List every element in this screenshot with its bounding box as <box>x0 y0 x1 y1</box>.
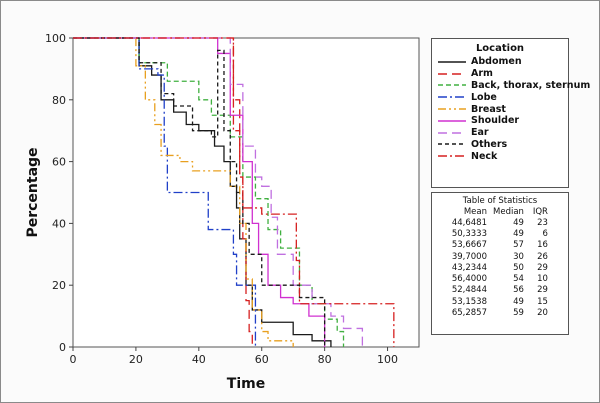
x-tick-label: 60 <box>255 353 269 366</box>
stats-header-mean: Mean <box>463 207 487 217</box>
legend-entry: Back, thorax, sternum <box>432 80 590 92</box>
legend-entry: Lobe <box>432 91 568 103</box>
legend-label: Breast <box>471 103 506 115</box>
stats-row: 65,2857 59 20 <box>440 307 551 318</box>
stats-cell-median: 50 <box>513 262 524 273</box>
x-tick-label: 40 <box>192 353 206 366</box>
stats-cell-mean: 50,3333 <box>451 228 487 239</box>
legend-entries: Abdomen Arm Back, thorax, sternum Lobe Breas… <box>432 56 590 162</box>
legend-entry: Breast <box>432 103 568 115</box>
stats-header-row: Mean Median IQR <box>440 207 551 217</box>
stats-cell-median: 30 <box>513 251 524 262</box>
stats-cell-mean: 65,2857 <box>451 308 487 319</box>
legend-entry: Arm <box>432 68 568 80</box>
stats-cell-iqr: 29 <box>537 262 548 273</box>
legend-entry: Abdomen <box>432 56 568 68</box>
stats-cell-iqr: 15 <box>537 296 548 307</box>
stats-cell-mean: 43,2344 <box>451 262 487 273</box>
legend-title: Location <box>475 43 525 54</box>
y-tick-label: 0 <box>59 341 66 354</box>
series-line-ear <box>73 37 364 347</box>
stats-row: 52,4844 56 29 <box>440 285 551 296</box>
stats-cell-iqr: 16 <box>537 240 548 251</box>
stats-body: 44,6481 49 23 50,3333 49 6 53,6667 57 16 39,7000 3… <box>440 217 551 319</box>
y-tick-label: 40 <box>52 217 66 230</box>
stats-header-iqr: IQR <box>532 207 548 217</box>
series-line-lobe <box>73 37 257 347</box>
stats-cell-median: 49 <box>513 217 524 228</box>
legend-swatch <box>438 96 466 98</box>
stats-cell-median: 49 <box>513 296 524 307</box>
x-tick-label: 20 <box>129 353 143 366</box>
stats-cell-median: 54 <box>513 274 524 285</box>
stats-cell-median: 56 <box>513 285 524 296</box>
series-line-back-thorax-sternum <box>73 37 345 347</box>
statistics-table: Table of Statistics Mean Median IQR 44,6… <box>431 192 569 335</box>
x-tick-label: 0 <box>70 353 77 366</box>
legend-label: Abdomen <box>471 56 522 68</box>
stats-header-median: Median <box>493 207 524 217</box>
stats-cell-median: 59 <box>513 308 524 319</box>
legend-swatch <box>438 131 466 134</box>
stats-cell-iqr: 20 <box>537 308 548 319</box>
stats-cell-mean: 44,6481 <box>451 217 487 228</box>
stats-cell-iqr: 10 <box>537 274 548 285</box>
stats-row: 53,6667 57 16 <box>440 240 551 251</box>
stats-cell-mean: 39,7000 <box>451 251 487 262</box>
stats-cell-iqr: 26 <box>537 251 548 262</box>
plot-area <box>72 37 420 348</box>
stats-cell-mean: 56,4000 <box>451 274 487 285</box>
stats-cell-mean: 53,1538 <box>451 296 487 307</box>
y-tick-label: 60 <box>52 156 66 169</box>
legend-label: Back, thorax, sternum <box>471 79 591 91</box>
stats-row: 44,6481 49 23 <box>440 217 551 228</box>
legend-label: Others <box>471 138 508 150</box>
x-tick-label: 100 <box>377 353 398 366</box>
legend-label: Neck <box>471 150 498 162</box>
x-tick-label: 80 <box>318 353 332 366</box>
legend-swatch <box>438 61 466 63</box>
legend-label: Lobe <box>471 91 497 103</box>
legend-label: Shoulder <box>471 115 520 127</box>
legend-entry: Shoulder <box>432 115 568 127</box>
legend-swatch <box>438 84 466 87</box>
legend-swatch <box>438 108 466 110</box>
legend-entry: Others <box>432 139 568 151</box>
stats-grid: Mean Median IQR 44,6481 49 23 50,3333 49 6 53,… <box>440 207 551 319</box>
y-tick-label: 20 <box>52 279 66 292</box>
stats-row: 50,3333 49 6 <box>440 228 551 239</box>
stats-cell-median: 49 <box>513 228 524 239</box>
stats-cell-median: 57 <box>513 240 524 251</box>
legend-label: Ear <box>471 127 489 139</box>
legend-swatch <box>438 72 466 75</box>
stats-cell-iqr: 6 <box>542 228 548 239</box>
stats-cell-mean: 53,6667 <box>451 240 487 251</box>
stats-row: 53,1538 49 15 <box>440 296 551 307</box>
legend-swatch <box>438 120 466 122</box>
stats-row: 56,4000 54 10 <box>440 273 551 284</box>
stats-title: Table of Statistics <box>462 196 538 206</box>
legend-entry: Neck <box>432 150 568 162</box>
stats-cell-iqr: 29 <box>537 285 548 296</box>
legend-swatch <box>438 143 466 146</box>
axis-ticks: 0 20 40 60 80 100 0 20 40 60 80 100 <box>45 32 398 366</box>
stats-cell-iqr: 23 <box>537 217 548 228</box>
stats-row: 43,2344 50 29 <box>440 262 551 273</box>
legend-swatch <box>438 155 466 157</box>
legend: Location Abdomen Arm Back, thorax, sternum… <box>431 38 590 188</box>
legend-entry: Ear <box>432 127 568 139</box>
x-axis-title: Time <box>227 376 265 392</box>
y-axis-title: Percentage <box>25 147 41 237</box>
y-tick-label: 100 <box>45 32 66 45</box>
y-tick-label: 80 <box>52 94 66 107</box>
legend-label: Arm <box>471 68 493 80</box>
series-line-breast <box>73 37 294 347</box>
stats-cell-mean: 52,4844 <box>451 285 487 296</box>
stats-row: 39,7000 30 26 <box>440 251 551 262</box>
series-lines <box>73 37 395 347</box>
series-line-others <box>73 37 326 347</box>
